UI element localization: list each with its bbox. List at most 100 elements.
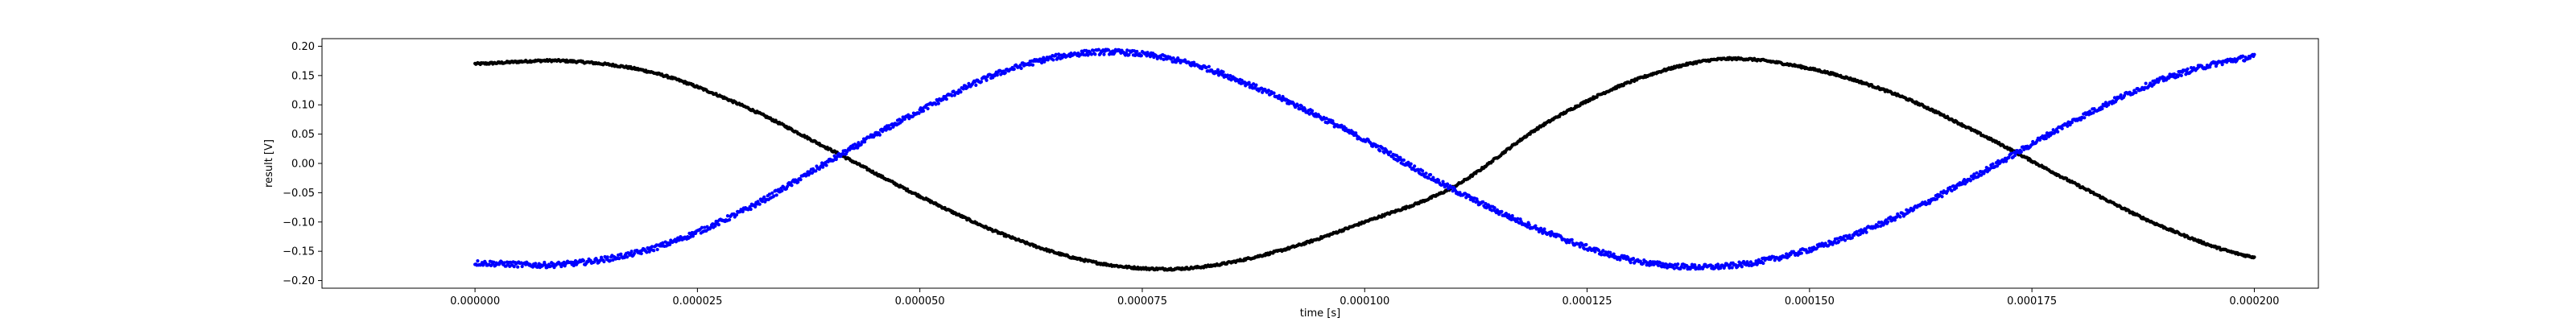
data-point bbox=[661, 241, 665, 245]
data-point bbox=[520, 264, 524, 269]
data-point bbox=[1843, 238, 1847, 242]
data-point bbox=[1093, 52, 1097, 56]
y-tick-label: 0.15 bbox=[291, 70, 315, 82]
data-point bbox=[1413, 164, 1417, 168]
data-point bbox=[2119, 93, 2123, 97]
data-point bbox=[1310, 109, 1315, 113]
x-axis: 0.000000 0.000025 0.000050 0.000075 0.000100… bbox=[450, 288, 2279, 308]
data-point bbox=[1135, 49, 1139, 54]
data-point bbox=[921, 109, 926, 114]
data-point bbox=[780, 188, 784, 193]
data-point bbox=[2083, 116, 2087, 120]
data-point bbox=[1389, 150, 1393, 154]
series-0 bbox=[473, 56, 2256, 272]
data-point bbox=[703, 225, 707, 229]
data-point bbox=[512, 265, 516, 269]
data-point bbox=[814, 169, 818, 173]
x-tick-label: 0.000200 bbox=[2229, 295, 2279, 308]
x-tick-label: 0.000025 bbox=[672, 295, 722, 308]
plot-area bbox=[321, 38, 2319, 289]
data-point bbox=[492, 260, 496, 264]
data-point bbox=[770, 191, 774, 195]
data-point bbox=[713, 224, 717, 228]
data-point bbox=[602, 259, 606, 264]
data-point bbox=[1402, 158, 1406, 162]
data-point bbox=[1940, 195, 1944, 199]
data-point bbox=[772, 194, 776, 198]
data-point bbox=[592, 260, 597, 264]
x-tick-label: 0.000150 bbox=[1785, 295, 1835, 308]
data-point bbox=[572, 263, 576, 268]
x-axis-label: time [s] bbox=[1300, 308, 1340, 320]
y-tick-label: 0.20 bbox=[291, 41, 315, 53]
data-point bbox=[1864, 230, 1868, 234]
data-point bbox=[2019, 150, 2023, 154]
data-point bbox=[1534, 224, 1538, 228]
data-point bbox=[985, 78, 989, 82]
data-point bbox=[655, 247, 659, 252]
data-point bbox=[608, 258, 613, 262]
data-point bbox=[1272, 91, 1276, 95]
data-point bbox=[1420, 169, 1425, 173]
data-point bbox=[785, 184, 790, 188]
y-axis: 0.20 0.15 0.10 0.05 0.00 −0.05 −0.10 −0.15 −0.20 bbox=[283, 41, 322, 287]
data-point bbox=[1377, 149, 1382, 153]
series-1 bbox=[473, 47, 2256, 271]
data-point bbox=[625, 255, 630, 259]
data-point bbox=[926, 106, 930, 111]
data-point bbox=[1629, 261, 1633, 265]
data-point bbox=[502, 261, 506, 265]
data-point bbox=[1676, 262, 1680, 266]
data-point bbox=[716, 223, 721, 227]
data-point bbox=[767, 192, 772, 196]
y-tick-label: 0.05 bbox=[291, 129, 315, 141]
data-point bbox=[1799, 251, 1803, 255]
data-point bbox=[639, 251, 643, 256]
data-point bbox=[1500, 209, 1504, 213]
data-point bbox=[762, 195, 766, 200]
x-tick-label: 0.000075 bbox=[1117, 295, 1167, 308]
data-point bbox=[1527, 223, 1531, 227]
data-point bbox=[630, 250, 634, 254]
data-point bbox=[2252, 255, 2256, 259]
x-tick-label: 0.000125 bbox=[1563, 295, 1612, 308]
data-point bbox=[877, 133, 882, 137]
data-point bbox=[863, 140, 867, 144]
y-tick-label: −0.15 bbox=[283, 246, 315, 258]
data-point bbox=[1740, 265, 1744, 269]
data-point bbox=[1893, 218, 1897, 222]
data-point bbox=[1492, 206, 1496, 210]
data-point bbox=[1102, 52, 1106, 56]
data-point bbox=[1012, 67, 1016, 71]
y-tick-label: −0.10 bbox=[283, 217, 315, 229]
y-tick-label: −0.20 bbox=[283, 275, 315, 287]
data-point bbox=[632, 251, 637, 256]
data-point bbox=[2134, 90, 2138, 95]
data-point bbox=[605, 255, 609, 259]
data-point bbox=[1003, 71, 1007, 75]
data-point bbox=[1051, 58, 1055, 62]
data-point bbox=[2060, 126, 2064, 130]
data-point bbox=[1207, 64, 1211, 68]
data-point bbox=[1761, 261, 1765, 266]
x-tick-label: 0.000000 bbox=[450, 295, 500, 308]
data-point bbox=[622, 255, 626, 260]
data-point bbox=[1424, 171, 1428, 175]
data-point bbox=[728, 217, 732, 222]
data-point bbox=[760, 200, 765, 204]
y-tick-label: −0.05 bbox=[283, 188, 315, 200]
data-point bbox=[725, 214, 730, 218]
data-point bbox=[741, 209, 745, 214]
data-point bbox=[1898, 215, 1902, 219]
data-point bbox=[790, 184, 794, 188]
data-point bbox=[534, 262, 538, 266]
y-tick-label: 0.00 bbox=[291, 159, 315, 171]
data-point bbox=[2186, 67, 2190, 71]
data-point bbox=[2144, 81, 2148, 85]
data-point bbox=[1886, 220, 1890, 224]
data-point bbox=[979, 80, 984, 84]
data-point bbox=[700, 225, 704, 229]
plot-frame bbox=[321, 38, 2319, 289]
y-axis-label: result [V] bbox=[263, 139, 275, 188]
